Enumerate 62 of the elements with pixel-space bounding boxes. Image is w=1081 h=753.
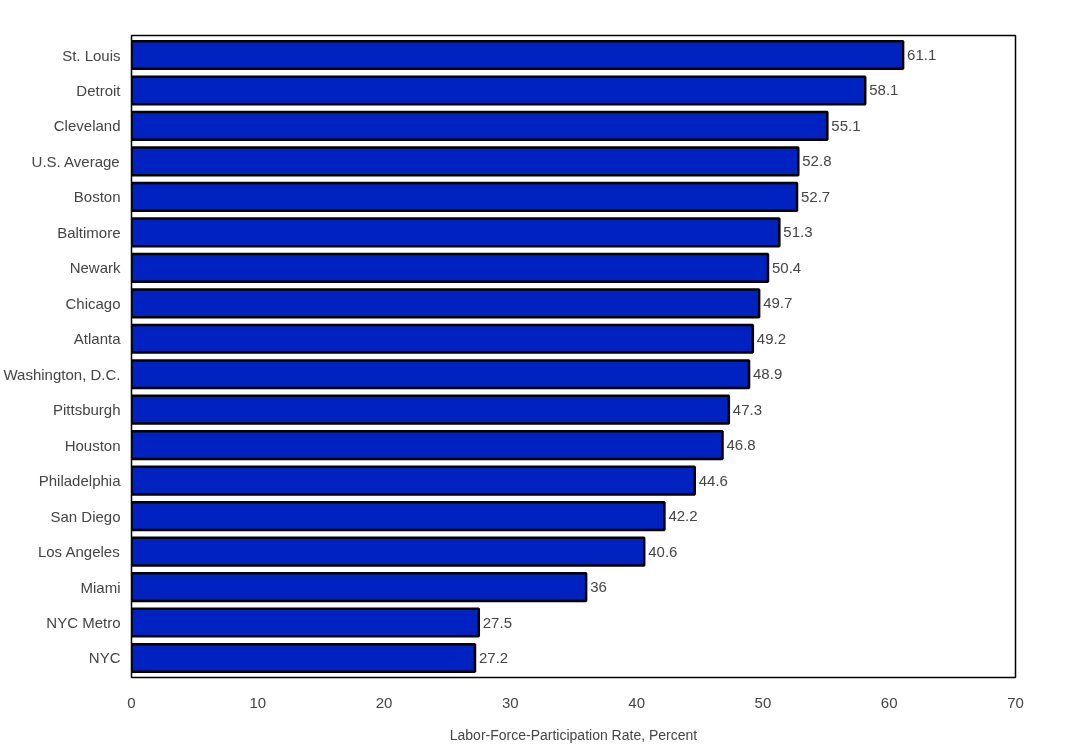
x-tick-label: 20 xyxy=(375,693,393,711)
data-label: 27.2 xyxy=(479,648,509,666)
data-label: 61.1 xyxy=(907,46,937,64)
x-tick-label: 40 xyxy=(628,693,645,711)
y-tick-label: Washington, D.C. xyxy=(3,365,121,383)
bar xyxy=(131,217,781,248)
data-label: 49.7 xyxy=(763,294,793,312)
data-label: 51.3 xyxy=(783,223,813,241)
bar xyxy=(131,607,481,638)
bar xyxy=(131,571,588,603)
bar xyxy=(131,430,724,461)
data-label: 42.2 xyxy=(668,507,698,525)
bar xyxy=(131,642,477,674)
bar xyxy=(131,394,731,425)
data-label: 55.1 xyxy=(831,116,861,134)
y-tick-label: San Diego xyxy=(50,507,121,525)
bar xyxy=(131,536,646,567)
y-tick-label: Atlanta xyxy=(73,330,122,348)
data-label: 50.4 xyxy=(771,258,802,276)
x-axis-title: Labor-Force-Participation Rate, Percent xyxy=(449,726,698,743)
data-label: 40.6 xyxy=(648,542,678,560)
x-tick-label: 30 xyxy=(502,693,519,711)
y-tick-label: Pittsburgh xyxy=(52,401,121,419)
x-tick-label: 50 xyxy=(754,693,772,711)
data-label: 52.8 xyxy=(802,152,832,170)
bar xyxy=(131,75,867,106)
y-tick-label: Philadelphia xyxy=(38,472,122,490)
bar xyxy=(131,110,829,142)
data-label: 52.7 xyxy=(801,187,831,205)
y-tick-label: Detroit xyxy=(76,81,122,99)
y-tick-label: Chicago xyxy=(65,294,121,312)
y-tick-label: Baltimore xyxy=(57,223,121,241)
y-tick-label: Houston xyxy=(64,436,121,454)
data-label: 47.3 xyxy=(732,400,763,418)
bar xyxy=(131,501,666,532)
data-label: 44.6 xyxy=(698,471,728,489)
bar xyxy=(131,181,799,212)
x-tick-label: 70 xyxy=(1007,693,1024,711)
y-tick-label: Miami xyxy=(80,578,121,596)
y-tick-label: Cleveland xyxy=(53,117,121,135)
bar xyxy=(131,39,905,71)
x-tick-label: 60 xyxy=(880,693,898,711)
y-tick-label: Los Angeles xyxy=(37,543,120,561)
bar xyxy=(131,288,761,319)
data-label: 27.5 xyxy=(482,613,512,631)
y-tick-label: NYC Metro xyxy=(46,614,121,632)
y-tick-label: St. Louis xyxy=(62,46,121,64)
y-tick-label: Boston xyxy=(73,188,121,206)
bar xyxy=(131,323,755,354)
x-tick-label: 10 xyxy=(249,693,267,711)
data-label: 36 xyxy=(590,578,607,596)
bar xyxy=(131,359,751,390)
data-label: 48.9 xyxy=(753,365,783,383)
y-tick-label: U.S. Average xyxy=(31,152,120,170)
data-label: 46.8 xyxy=(726,436,756,454)
y-tick-label: Newark xyxy=(69,259,121,277)
x-tick-label: 0 xyxy=(127,693,136,711)
data-label: 49.2 xyxy=(756,329,787,347)
data-label: 58.1 xyxy=(869,81,899,99)
y-tick-label: NYC xyxy=(88,649,121,667)
bar xyxy=(131,465,696,496)
bar xyxy=(131,252,770,283)
